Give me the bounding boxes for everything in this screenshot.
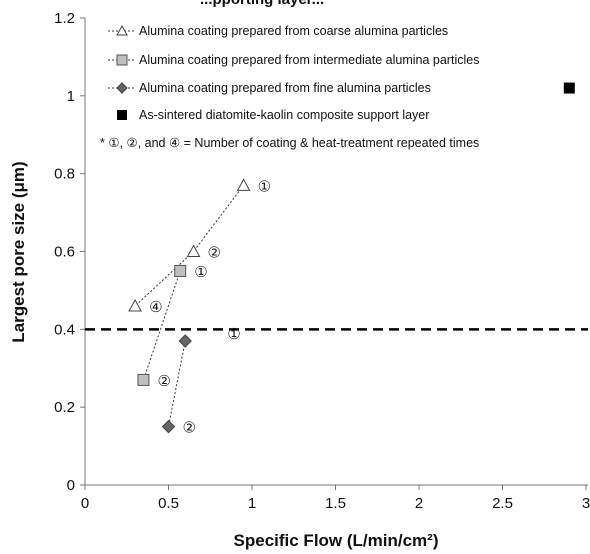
diamond-marker-icon [116,82,128,94]
filled-square-marker-icon [117,110,127,120]
point-label: ② [183,419,196,437]
legend-label-intermediate: Alumina coating prepared from intermedia… [139,53,479,67]
filled-square-point [563,82,575,94]
square-marker-icon [116,54,128,66]
legend-item-fine: Alumina coating prepared from fine alumi… [108,81,431,95]
series-line [142,270,181,381]
point-label: ② [157,372,170,390]
diamond-point [161,419,176,434]
y-tick-label: 0.8 [54,166,75,183]
y-axis-title: Largest pore size (μm) [9,161,28,342]
square-point [137,373,150,386]
legend-label-coarse: Alumina coating prepared from coarse alu… [139,24,448,38]
square-point [174,264,187,277]
point-label: ① [258,177,271,195]
legend: Alumina coating prepared from coarse alu… [100,24,479,150]
point-label: ① [194,263,207,281]
diamond-point [178,334,192,348]
x-axis-title: Specific Flow (L/min/cm²) [234,531,439,550]
x-tick-label: 0 [81,495,89,512]
legend-note: * ①, ②, and ④ = Number of coating & heat… [100,136,479,150]
triangle-point [186,244,201,257]
legend-label-fine: Alumina coating prepared from fine alumi… [139,81,431,95]
series-points [128,82,575,434]
y-tick-label: 0 [67,477,75,494]
y-tick-label: 0.6 [54,244,75,261]
series-line [168,340,186,427]
legend-label-support: As-sintered diatomite-kaolin composite s… [139,108,429,122]
triangle-point [128,298,142,312]
series-line [134,185,245,307]
series-lines [134,185,245,427]
triangle-marker-icon [116,24,128,36]
y-tick-label: 0.4 [54,321,75,338]
y-tick-labels: 0 0.2 0.4 0.6 0.8 1 1.2 [54,10,85,494]
triangle-point [236,178,251,191]
y-tick-label: 1 [67,88,75,105]
x-tick-label: 2 [415,495,423,512]
legend-item-support: As-sintered diatomite-kaolin composite s… [117,108,429,122]
point-label: ① [227,325,240,343]
x-tick-label: 1 [248,495,256,512]
point-label: ② [208,244,221,262]
legend-item-coarse: Alumina coating prepared from coarse alu… [108,24,448,38]
point-label: ④ [149,298,162,316]
y-tick-label: 1.2 [54,10,75,27]
legend-item-intermediate: Alumina coating prepared from intermedia… [108,53,479,67]
chart-title-fragment: ...pporting layer... [200,0,324,8]
x-tick-label: 1.5 [325,495,346,512]
x-tick-labels: 0 0.5 1 1.5 2 2.5 3 [81,485,590,512]
x-tick-label: 3 [582,495,590,512]
y-tick-label: 0.2 [54,399,75,416]
x-tick-label: 2.5 [492,495,513,512]
x-tick-label: 0.5 [158,495,179,512]
